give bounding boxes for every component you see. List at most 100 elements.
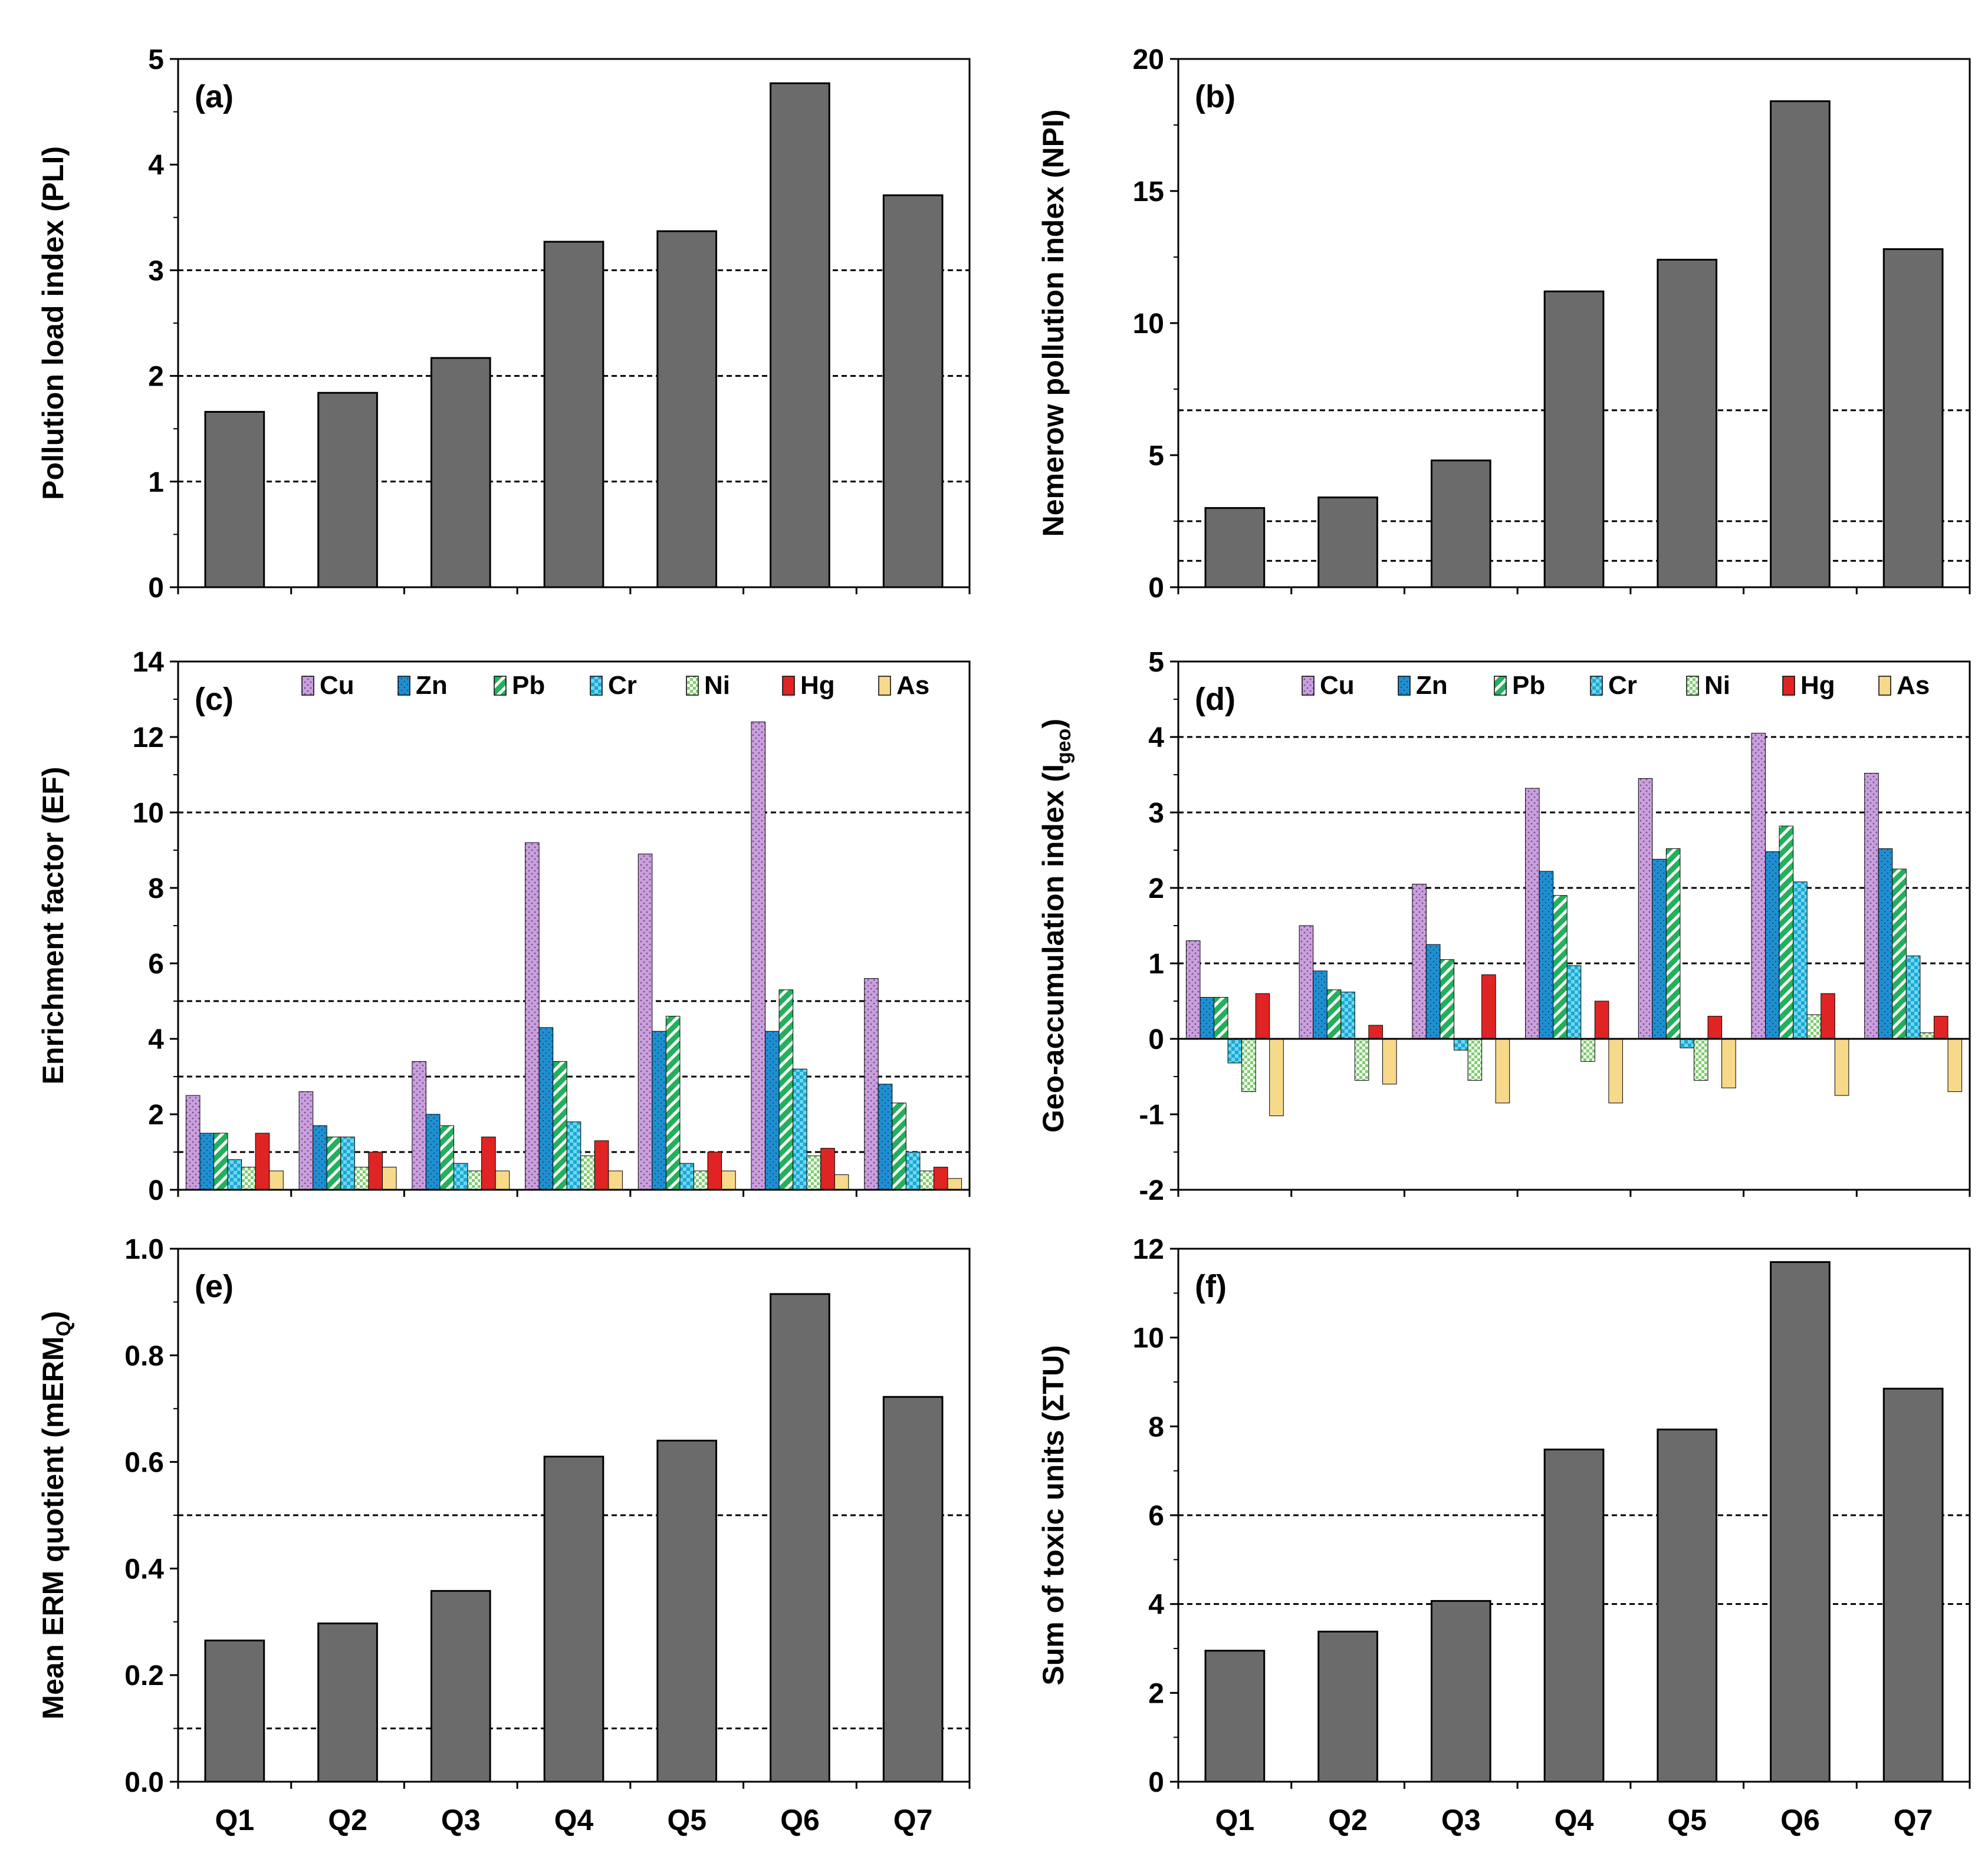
y-tick-label: 5: [148, 44, 164, 75]
legend-swatch-cu: [301, 676, 314, 696]
y-axis-title: Mean ERM quotient (mERMQ): [37, 1311, 75, 1719]
bar-zn-q6: [765, 1031, 780, 1190]
bar-zn-q3: [1425, 944, 1441, 1039]
bar-cr-q2: [1340, 992, 1355, 1039]
bar-q2: [317, 1623, 378, 1783]
plot-frame: [1177, 660, 1971, 1191]
legend-label-cr: Cr: [608, 671, 637, 700]
bar-as-q2: [1382, 1038, 1397, 1085]
panel-label: (f): [1195, 1269, 1227, 1304]
y-tick-label: 1.0: [124, 1234, 164, 1265]
bar-q1: [1204, 507, 1266, 588]
bar-as-q3: [495, 1170, 510, 1190]
legend-label-hg: Hg: [800, 671, 835, 700]
legend-label-cu: Cu: [1320, 671, 1355, 700]
bar-cu-q3: [412, 1061, 426, 1190]
y-tick-label: 0: [1148, 1024, 1164, 1055]
y-tick-label: 0.0: [124, 1767, 164, 1798]
bar-ni-q7: [1920, 1032, 1934, 1039]
y-tick-label: 10: [1133, 308, 1164, 340]
bar-hg-q2: [368, 1151, 383, 1190]
bar-hg-q7: [933, 1167, 948, 1190]
y-axis-title: Pollution load index (PLI): [37, 146, 70, 500]
bar-zn-q4: [538, 1027, 554, 1190]
bar-hg-q3: [481, 1136, 496, 1190]
legend-label-cu: Cu: [320, 671, 354, 700]
bar-cr-q3: [454, 1163, 468, 1190]
bar-q2: [317, 391, 378, 588]
y-axis-title: Sum of toxic units (ΣTU): [1037, 1345, 1070, 1685]
bar-q5: [656, 230, 718, 588]
bar-q7: [1882, 248, 1944, 588]
bar-q5: [1657, 1429, 1718, 1783]
bar-zn-q7: [878, 1084, 893, 1190]
legend-swatch-as: [878, 676, 891, 696]
legend-label-pb: Pb: [1512, 671, 1545, 700]
bar-as-q5: [1721, 1038, 1736, 1088]
bar-q7: [1882, 1387, 1944, 1783]
bar-ni-q6: [1806, 1014, 1822, 1039]
bar-pb-q2: [326, 1136, 341, 1190]
bar-hg-q7: [1933, 1016, 1948, 1039]
legend-swatch-ni: [1686, 676, 1699, 696]
bar-pb-q7: [892, 1103, 906, 1190]
bar-q6: [1770, 1261, 1831, 1783]
x-tick-label-q3: Q3: [441, 1804, 481, 1837]
y-tick-label: -1: [1139, 1100, 1164, 1131]
bar-cu-q1: [185, 1095, 201, 1190]
y-tick-label: 4: [148, 150, 164, 181]
bar-cr-q2: [340, 1136, 355, 1190]
y-tick-label: 0.4: [124, 1554, 164, 1585]
legend-swatch-hg: [1782, 676, 1795, 696]
legend-swatch-cr: [1590, 676, 1603, 696]
bar-hg-q3: [1481, 974, 1496, 1039]
bar-as-q4: [1608, 1038, 1623, 1104]
bar-ni-q1: [1241, 1038, 1256, 1092]
bar-ni-q4: [1580, 1038, 1595, 1062]
bar-q5: [1657, 258, 1718, 588]
y-axis-title: Enrichment factor (EF): [37, 767, 70, 1085]
legend-swatch-cu: [1302, 676, 1315, 696]
bar-cu-q6: [751, 721, 766, 1190]
panel-label: (b): [1195, 79, 1235, 114]
bar-zn-q3: [425, 1114, 441, 1190]
bar-cr-q4: [1566, 965, 1582, 1039]
y-tick-label: 1: [148, 467, 164, 498]
bar-q3: [430, 357, 491, 588]
y-tick-label: 10: [133, 798, 164, 829]
bar-zn-q7: [1878, 848, 1893, 1039]
x-tick-label-q1: Q1: [1215, 1804, 1255, 1837]
y-tick-label: 6: [148, 949, 164, 980]
bar-pb-q2: [1326, 989, 1342, 1039]
legend-swatch-pb: [494, 676, 507, 696]
y-tick-label: 0: [148, 572, 164, 604]
bar-q5: [656, 1439, 718, 1783]
bar-q4: [543, 241, 604, 588]
y-tick-label: 4: [1148, 1590, 1164, 1621]
panel-c: Cu Zn Pb Cr Ni Hg As 0 2 4 6 8 10 12 14 (c) Enrichment f…: [37, 647, 971, 1206]
y-tick-label: 20: [1133, 44, 1164, 75]
bar-q2: [1317, 496, 1378, 588]
bar-zn-q1: [199, 1133, 215, 1190]
bar-as-q2: [382, 1167, 397, 1190]
bar-hg-q6: [1821, 993, 1835, 1039]
bar-as-q3: [1495, 1038, 1510, 1104]
y-axis-title: Geo-accumulation index (Igeo): [1037, 719, 1075, 1133]
x-tick-label-q6: Q6: [780, 1804, 820, 1837]
bar-zn-q1: [1200, 997, 1215, 1039]
legend-swatch-zn: [1398, 676, 1411, 696]
bar-pb-q7: [1892, 868, 1907, 1039]
panel-label: (d): [1195, 682, 1235, 717]
bar-cu-q4: [525, 842, 540, 1190]
bar-ni-q5: [1693, 1038, 1708, 1081]
bar-hg-q5: [707, 1151, 722, 1190]
panel-label: (c): [195, 682, 234, 717]
bar-q1: [204, 411, 265, 588]
bar-zn-q6: [1765, 851, 1780, 1039]
bar-ni-q2: [1354, 1038, 1369, 1081]
panel-f: 0 2 4 6 8 10 12 Q1 Q2 Q3 Q4 Q5 Q6 Q7 (f) Sum of toxic u…: [1037, 1234, 1971, 1837]
bar-cu-q7: [1864, 772, 1879, 1039]
y-tick-label: 3: [1148, 798, 1164, 829]
legend-swatch-cr: [590, 676, 603, 696]
